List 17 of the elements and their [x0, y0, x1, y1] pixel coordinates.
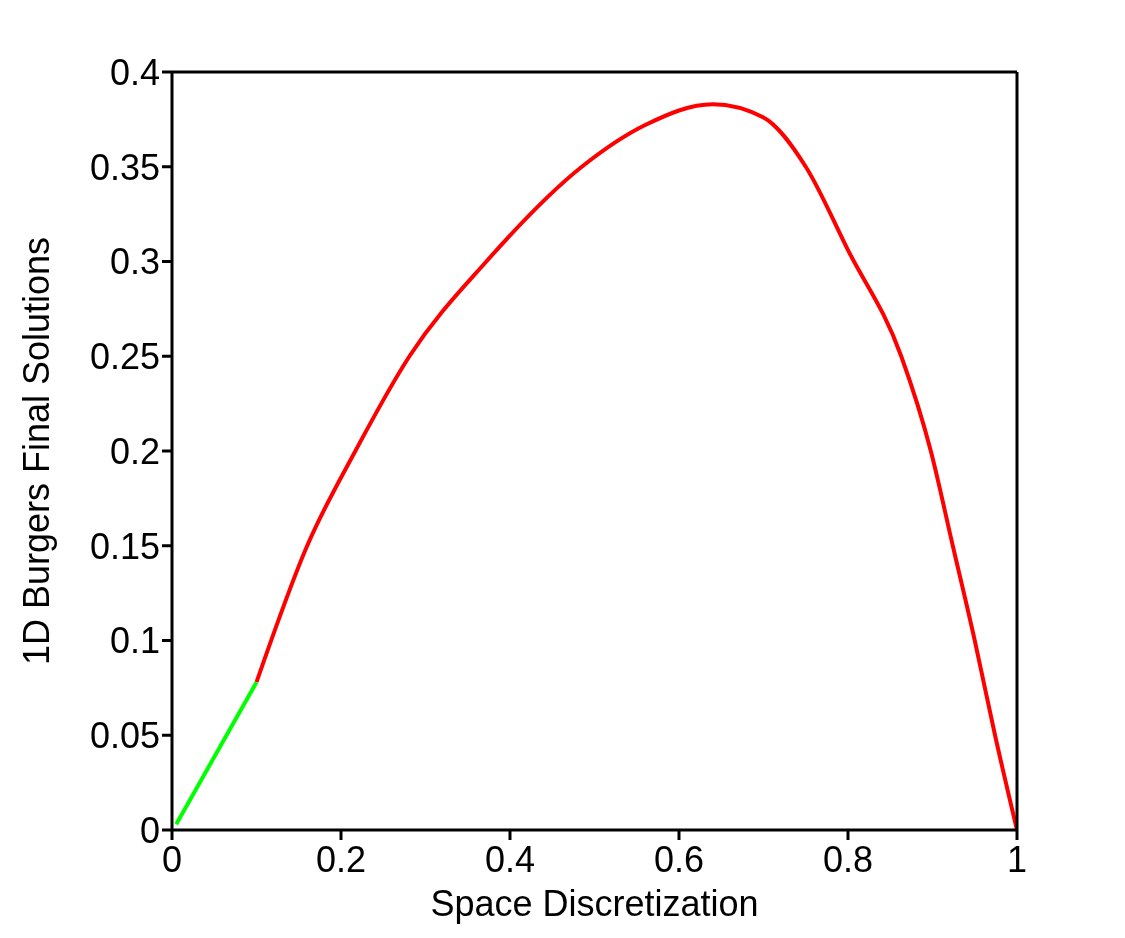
x-axis-title: Space Discretization: [430, 883, 759, 924]
y-axis-title: 1D Burgers Final Solutions: [15, 236, 57, 666]
line-series: [254, 102, 1017, 830]
x-tick-label: 1: [1006, 838, 1028, 880]
x-tick-label: 0.8: [822, 838, 874, 880]
x-tick-label: 0.4: [484, 838, 536, 880]
y-tick-label: 0.05: [89, 715, 160, 757]
y-tick-label: 0.2: [109, 430, 160, 472]
y-tick-label: 0.3: [109, 241, 160, 283]
y-tick-label: 0.4: [109, 51, 160, 93]
y-tick-label: 0: [139, 809, 160, 851]
y-tick-label: 0.25: [89, 336, 160, 378]
y-tick-label: 0.15: [89, 525, 160, 567]
x-tick-label: 0.2: [315, 838, 367, 880]
y-tick-label: 0.1: [109, 620, 160, 662]
x-tick-label: 0.6: [653, 838, 705, 880]
y-tick-label: 0.35: [89, 146, 160, 188]
